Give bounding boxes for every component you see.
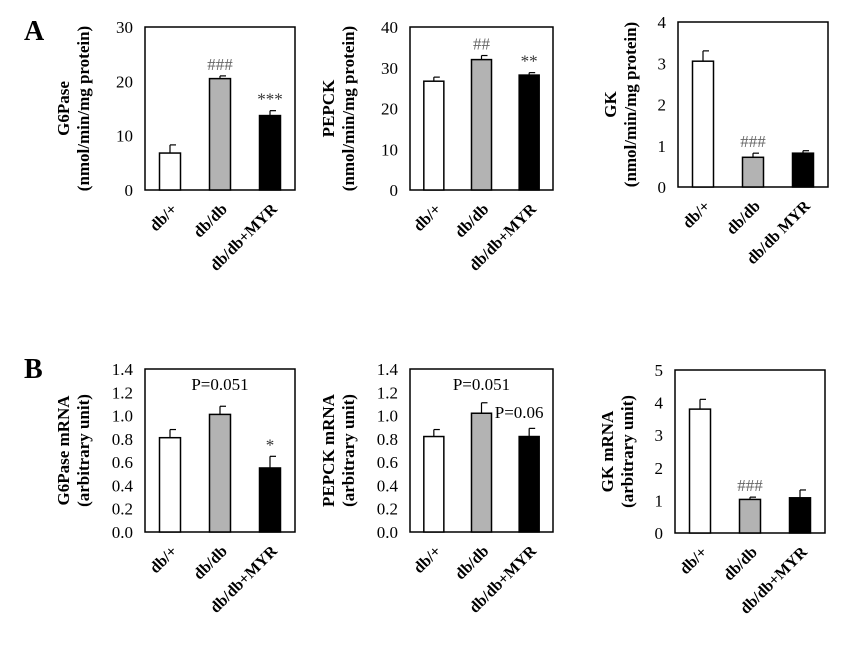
p-value-annotation: P=0.06 xyxy=(495,403,544,422)
x-category-label: db/db xyxy=(723,198,763,238)
x-category-label: db/db xyxy=(190,543,230,583)
y-tick-label: 4 xyxy=(658,13,667,32)
y-tick-label: 40 xyxy=(381,18,398,37)
y-axis-label: G6Pase mRNA xyxy=(54,395,73,506)
y-axis-label-units: (nmol/min/mg protein) xyxy=(339,26,358,191)
y-tick-label: 1.2 xyxy=(112,383,133,402)
significance-annotation: ### xyxy=(737,476,763,495)
bar-db-db-myr xyxy=(518,435,540,533)
y-tick-label: 20 xyxy=(116,72,133,91)
y-tick-label: 4 xyxy=(655,394,664,413)
y-axis-label: G6Pase xyxy=(54,81,73,136)
y-tick-label: 1 xyxy=(658,137,667,156)
bar-db-db-myr xyxy=(258,114,282,191)
y-tick-label: 0.2 xyxy=(112,500,133,519)
y-axis-label: GK xyxy=(601,91,620,118)
panel-label-a: A xyxy=(24,16,45,47)
bar-db- xyxy=(158,152,182,191)
x-category-label: db/+ xyxy=(410,201,444,235)
significance-annotation: *** xyxy=(257,90,283,109)
x-category-label: db/+ xyxy=(147,543,181,577)
significance-annotation: ## xyxy=(473,35,491,54)
y-axis-label-units: (nmol/min/mg protein) xyxy=(621,22,640,187)
chart-4: 0.0 0.2 0.4 0.6 0.8 1.0 1.2 1.4 PEPCK mRNA (arbit… xyxy=(319,360,554,617)
y-tick-label: 0.2 xyxy=(377,500,398,519)
y-tick-label: 1.0 xyxy=(112,407,133,426)
y-tick-label: 0.4 xyxy=(112,476,134,495)
bar-db- xyxy=(688,408,712,534)
panel-label-b: B xyxy=(24,354,43,385)
bar-db- xyxy=(691,60,715,188)
y-axis-label-units: (arbitrary unit) xyxy=(618,395,637,508)
bar-db- xyxy=(423,80,445,191)
y-tick-label: 0.0 xyxy=(112,523,133,542)
y-tick-label: 1.0 xyxy=(377,407,398,426)
y-tick-label: 10 xyxy=(116,127,133,146)
y-tick-label: 0.8 xyxy=(112,430,133,449)
y-tick-label: 0 xyxy=(658,178,667,197)
significance-annotation: ** xyxy=(521,52,538,71)
chart-1: 0 10 20 30 40 PEPCK (nmol/min/mg protein) db/+ d… xyxy=(319,18,554,275)
y-tick-label: 1.2 xyxy=(377,383,398,402)
y-axis-label: PEPCK mRNA xyxy=(319,393,338,507)
y-tick-label: 0 xyxy=(390,181,399,200)
y-tick-label: 3 xyxy=(658,54,667,73)
y-tick-label: 0 xyxy=(125,181,134,200)
bar-db-db-myr xyxy=(518,74,540,191)
bar-db-db xyxy=(470,412,493,533)
y-tick-label: 30 xyxy=(116,18,133,37)
x-category-label: db/db xyxy=(452,201,492,241)
bar-db- xyxy=(158,436,182,533)
bar-db-db xyxy=(208,77,232,191)
significance-annotation: ### xyxy=(207,55,233,74)
y-tick-label: 2 xyxy=(655,459,664,478)
bar-db-db-myr xyxy=(791,152,815,188)
p-value-annotation: P=0.051 xyxy=(453,375,510,394)
y-tick-label: 0.8 xyxy=(377,430,398,449)
bar-db-db xyxy=(470,58,493,191)
x-category-label: db/+ xyxy=(410,543,444,577)
bar-db-db-myr xyxy=(258,467,282,533)
y-axis-label-units: (arbitrary unit) xyxy=(74,394,93,507)
y-tick-label: 1 xyxy=(655,491,664,510)
y-tick-label: 5 xyxy=(655,361,664,380)
y-tick-label: 1.4 xyxy=(377,360,399,379)
chart-0: 0 10 20 30 G6Pase (nmol/min/mg protein) db/+ db… xyxy=(54,18,296,275)
bar-db- xyxy=(423,435,445,533)
y-tick-label: 1.4 xyxy=(112,360,134,379)
y-axis-label-units: (nmol/min/mg protein) xyxy=(74,26,93,191)
y-tick-label: 2 xyxy=(658,96,667,115)
chart-3: 0.0 0.2 0.4 0.6 0.8 1.0 1.2 1.4 G6Pase mRNA (arbi… xyxy=(54,360,296,617)
y-tick-label: 30 xyxy=(381,59,398,78)
bar-db-db-myr xyxy=(788,497,812,534)
x-category-label: db/+ xyxy=(680,198,714,232)
y-tick-label: 0 xyxy=(655,524,664,543)
y-tick-label: 10 xyxy=(381,140,398,159)
x-category-label: db/+ xyxy=(677,544,711,578)
y-axis-label-units: (arbitrary unit) xyxy=(339,394,358,507)
p-value-annotation: P=0.051 xyxy=(191,375,248,394)
y-tick-label: 20 xyxy=(381,100,398,119)
y-axis-label: PEPCK xyxy=(319,79,338,137)
y-tick-label: 0.6 xyxy=(112,453,133,472)
y-axis-label: GK mRNA xyxy=(598,410,617,492)
bar-db-db xyxy=(741,156,765,188)
y-tick-label: 0.6 xyxy=(377,453,398,472)
x-category-label: db/db xyxy=(190,201,230,241)
x-category-label: db/db xyxy=(452,543,492,583)
significance-annotation: * xyxy=(266,435,275,454)
bar-db-db xyxy=(738,498,762,534)
y-tick-label: 0.0 xyxy=(377,523,398,542)
bar-db-db xyxy=(208,413,232,533)
significance-annotation: ### xyxy=(740,132,766,151)
y-tick-label: 3 xyxy=(655,426,664,445)
x-category-label: db/db xyxy=(720,544,760,584)
y-tick-label: 0.4 xyxy=(377,476,399,495)
x-category-label: db/+ xyxy=(147,201,181,235)
